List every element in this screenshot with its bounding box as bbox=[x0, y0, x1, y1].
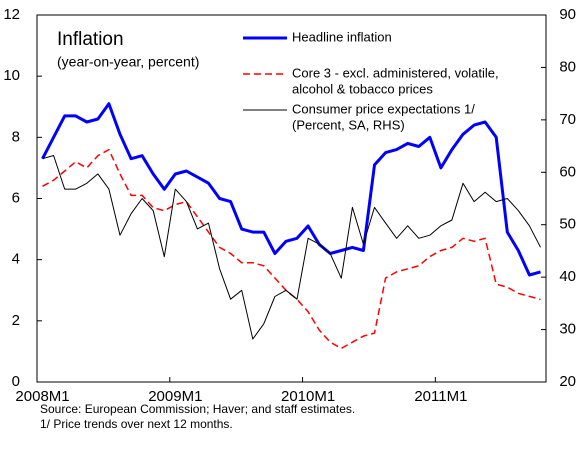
y-tick-label: 4 bbox=[12, 251, 20, 268]
series-line bbox=[41, 102, 541, 277]
x-tick-label: 2009M1 bbox=[148, 388, 202, 405]
y2-tick-label: 80 bbox=[559, 58, 576, 75]
y2-tick-label: 50 bbox=[559, 216, 576, 233]
x-tick-label: 2008M1 bbox=[15, 388, 69, 405]
y2-tick-label: 20 bbox=[559, 373, 576, 390]
y-tick-label: 8 bbox=[12, 128, 20, 145]
series-line bbox=[42, 148, 541, 350]
y2-tick-label: 30 bbox=[559, 321, 576, 338]
y-tick-label: 0 bbox=[12, 373, 20, 390]
y2-tick-label: 70 bbox=[559, 111, 576, 128]
legend-label: Consumer price expectations 1/ bbox=[292, 101, 475, 116]
legend-label: Headline inflation bbox=[292, 29, 392, 44]
x-tick-label: 2011M1 bbox=[414, 388, 467, 405]
legend-label: (Percent, SA, RHS) bbox=[292, 117, 405, 132]
y-tick-label: 6 bbox=[12, 189, 20, 206]
source-note: Source: European Commission; Haver; and … bbox=[40, 402, 355, 416]
footnote: 1/ Price trends over next 12 months. bbox=[40, 417, 233, 431]
chart-subtitle: (year-on-year, percent) bbox=[57, 54, 199, 70]
y-tick-label: 2 bbox=[12, 312, 20, 329]
y2-tick-label: 40 bbox=[559, 268, 576, 285]
legend-label: alcohol & tobacco prices bbox=[292, 81, 433, 96]
y2-tick-label: 60 bbox=[559, 163, 576, 180]
chart-title: Inflation bbox=[57, 29, 124, 50]
legend-label: Core 3 - excl. administered, volatile, bbox=[292, 65, 499, 80]
series-line bbox=[42, 155, 541, 340]
y2-tick-label: 90 bbox=[559, 6, 576, 23]
y-tick-label: 12 bbox=[3, 6, 20, 23]
y-tick-label: 10 bbox=[3, 67, 20, 84]
x-tick-label: 2010M1 bbox=[281, 388, 335, 405]
